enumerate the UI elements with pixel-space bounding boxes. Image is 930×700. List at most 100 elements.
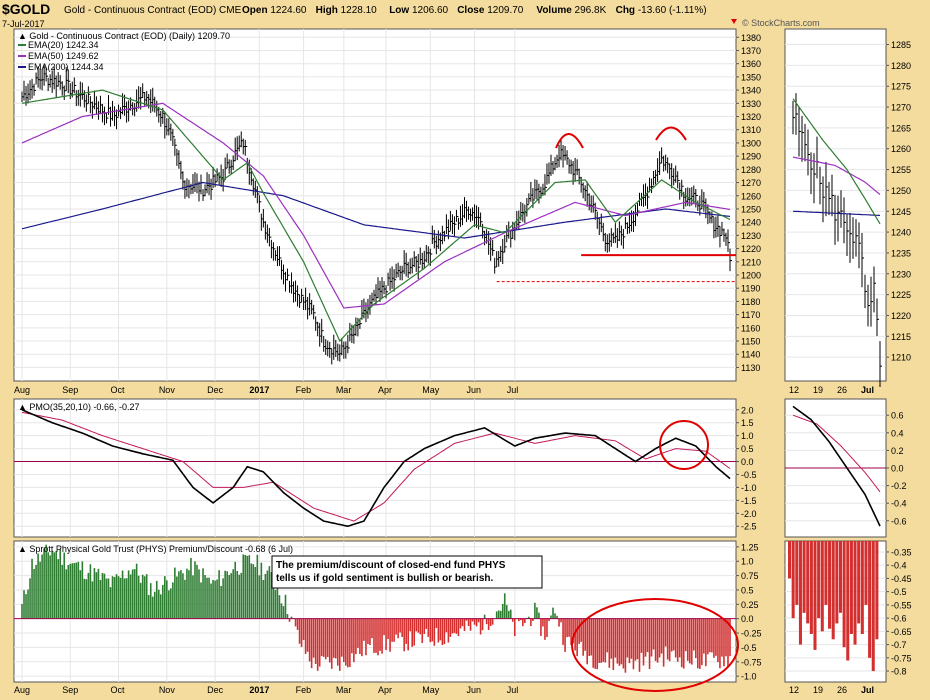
phys-bar (359, 618, 361, 655)
phys-bar (441, 618, 444, 646)
zoom-phys-axis-tick-label: -0.4 (891, 561, 907, 571)
phys-bar (308, 618, 311, 662)
phys-bar (75, 562, 78, 619)
phys-bar (363, 618, 365, 641)
phys-bar (266, 570, 269, 619)
phys-bar (139, 582, 142, 619)
phys-bar (483, 614, 486, 619)
phys-bar (403, 618, 405, 652)
x-tick-label-nov: Nov (159, 385, 176, 395)
phys-bar (560, 618, 562, 623)
phys-bar (592, 618, 595, 668)
phys-bar (274, 589, 277, 619)
phys-bar (640, 618, 643, 653)
phys-bar (302, 618, 305, 640)
phys-bar (419, 618, 422, 635)
phys-bar (242, 554, 245, 619)
zoom-phys-axis-tick-label: -0.45 (891, 574, 912, 584)
phys-bar (367, 618, 369, 644)
phys-bar (556, 615, 558, 619)
pmo-axis-tick-label: 1.0 (741, 431, 754, 441)
phys-bar (101, 572, 104, 619)
phys-bar (355, 618, 357, 655)
phys-bar (487, 618, 490, 631)
phys-bar (99, 579, 102, 619)
phys-bar (564, 618, 566, 652)
phys-bar (656, 618, 659, 663)
phys-bar (552, 607, 554, 619)
phys-bar (57, 559, 60, 619)
phys-bar (644, 618, 647, 657)
price-axis-tick-label: 1160 (741, 323, 760, 333)
phys-bar (664, 618, 667, 647)
phys-bar (578, 618, 580, 644)
phys-bar (415, 618, 418, 632)
phys-bar (258, 575, 261, 619)
x-tick-label-bottom-nov: Nov (159, 685, 176, 695)
phys-bar (433, 618, 436, 646)
phys-bar (262, 579, 265, 619)
zoom-phys-bar (857, 541, 861, 624)
phys-bar (210, 583, 212, 619)
phys-bar (153, 591, 156, 619)
zoom-pmo-axis-tick-label: 0.2 (891, 446, 904, 456)
phys-bar (501, 603, 504, 619)
phys-bar (117, 576, 120, 619)
phys-bar (542, 618, 544, 627)
price-axis-tick-label: 1250 (741, 204, 761, 214)
phys-bar (499, 610, 502, 619)
x-tick-label-bottom-apr: Apr (378, 685, 392, 695)
phys-bar (278, 595, 281, 619)
price-axis-tick-label: 1140 (741, 350, 760, 360)
phys-bar (320, 618, 323, 657)
phys-bar (186, 568, 188, 619)
phys-bar (489, 618, 492, 627)
phys-bar (23, 590, 25, 619)
phys-bar (314, 618, 317, 664)
phys-bar (39, 561, 41, 619)
zoom-pmo-axis-tick-label: 0.0 (891, 464, 904, 474)
phys-bar (119, 577, 122, 619)
legend-ema50: EMA(50) 1249.62 (28, 51, 99, 61)
zoom-price-axis-tick-label: 1225 (891, 290, 911, 300)
phys-bar (709, 618, 711, 653)
zoom-price-axis-tick-label: 1245 (891, 207, 911, 217)
phys-bar (83, 578, 86, 619)
phys-bar (602, 618, 605, 662)
phys-bar (544, 618, 546, 640)
phys-bar (397, 618, 399, 639)
phys-bar (220, 585, 222, 619)
phys-bar (206, 577, 208, 619)
phys-bar (429, 618, 432, 643)
zoom-price-axis-tick-label: 1285 (891, 40, 911, 50)
phys-bar (336, 618, 339, 666)
phys-bar (453, 618, 456, 633)
phys-bar (212, 579, 214, 619)
phys-bar (574, 618, 576, 651)
phys-bar (204, 575, 206, 619)
phys-bar (399, 618, 401, 633)
right-shoulder-arc (655, 126, 687, 141)
phys-bar (630, 618, 633, 659)
zoom-phys-axis-tick-label: -0.8 (891, 667, 907, 677)
phys-bar (604, 618, 607, 663)
phys-bar (353, 618, 355, 663)
phys-title: ▲ Sprott Physical Gold Trust (PHYS) Prem… (18, 544, 293, 554)
phys-bar (495, 611, 498, 619)
phys-bar (238, 574, 241, 619)
zoom-ema20-line (792, 98, 881, 225)
phys-bar (409, 618, 411, 632)
phys-bar (695, 618, 697, 659)
zoom-phys-bar (842, 541, 846, 648)
phys-bar (143, 576, 146, 619)
phys-bar (222, 578, 224, 619)
phys-bar (226, 571, 228, 619)
phys-bar (196, 564, 198, 619)
phys-bar (479, 618, 482, 635)
phys-bar (300, 618, 303, 647)
phys-bar (727, 618, 729, 667)
phys-bar (723, 618, 725, 667)
phys-bar (381, 618, 383, 654)
x-tick-label-bottom-feb: Feb (296, 685, 312, 695)
pmo-axis-tick-label: -0.5 (741, 470, 757, 480)
